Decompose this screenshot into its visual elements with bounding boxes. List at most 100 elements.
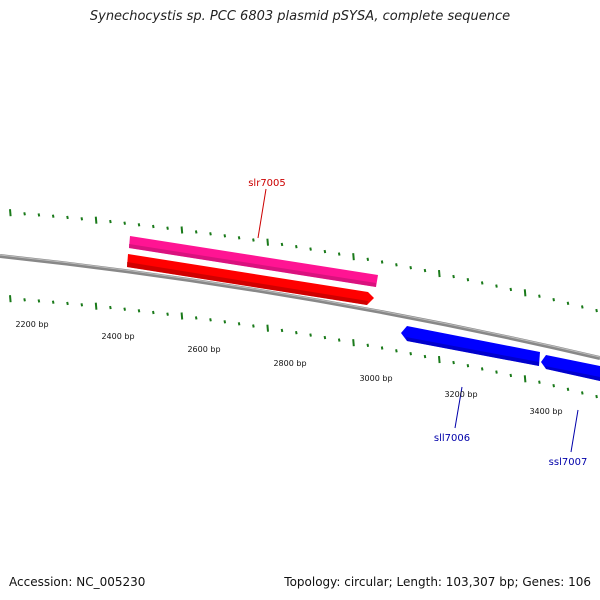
tick-minor — [552, 384, 555, 388]
tick-minor — [209, 318, 212, 322]
tick-minor — [566, 387, 570, 391]
tick-minor — [423, 268, 427, 273]
leader-line-ssl7007 — [570, 409, 579, 453]
tick-major — [180, 226, 184, 234]
tick-minor — [295, 245, 298, 249]
tick-minor — [509, 373, 513, 378]
tick-minor — [595, 308, 598, 313]
tick-minor — [423, 354, 427, 359]
tick-minor — [280, 242, 284, 247]
gene-feature-slr7005-shade — [127, 262, 368, 305]
tick-minor — [252, 238, 255, 242]
tick-minor — [495, 370, 498, 374]
tick-minor — [495, 284, 498, 288]
tick-minor — [66, 301, 69, 306]
position-label: 2800 bp — [273, 359, 306, 368]
position-label: 3200 bp — [444, 390, 477, 399]
tick-row-top — [9, 209, 598, 313]
leader-line-slr7005 — [257, 188, 267, 239]
tick-minor — [395, 349, 398, 353]
tick-minor — [51, 214, 55, 218]
tick-major — [523, 375, 527, 383]
position-label: 3400 bp — [529, 407, 562, 416]
tick-major — [352, 339, 355, 347]
tick-minor — [152, 224, 155, 229]
tick-minor — [137, 223, 141, 227]
tick-row-bottom — [9, 295, 598, 399]
tick-minor — [552, 298, 555, 302]
tick-minor — [237, 322, 241, 326]
tick-minor — [380, 346, 384, 350]
tick-minor — [581, 391, 584, 395]
tick-minor — [166, 226, 169, 230]
tick-minor — [337, 338, 341, 342]
tick-minor — [194, 230, 198, 234]
tick-minor — [466, 278, 470, 282]
tick-minor — [37, 213, 41, 217]
tick-minor — [581, 305, 584, 309]
leader-line-sll7006 — [454, 386, 463, 429]
tick-minor — [209, 232, 212, 236]
tick-minor — [538, 380, 541, 384]
tick-minor — [280, 328, 284, 333]
position-label: 2400 bp — [101, 332, 134, 341]
tick-minor — [480, 367, 484, 371]
tick-minor — [452, 274, 455, 279]
tick-minor — [109, 219, 112, 224]
tick-minor — [452, 360, 455, 365]
tick-minor — [137, 309, 141, 313]
tick-minor — [152, 310, 155, 315]
tick-major — [523, 289, 527, 297]
tick-minor — [380, 260, 384, 264]
gene-feature-sll7006-shade — [406, 337, 539, 366]
position-label: 3000 bp — [359, 374, 392, 383]
gene-label-ssl7007[interactable]: ssl7007 — [549, 457, 588, 468]
tick-minor — [323, 335, 327, 340]
tick-minor — [194, 316, 198, 320]
tick-minor — [237, 236, 241, 240]
tick-major — [94, 216, 98, 224]
tick-minor — [366, 257, 370, 261]
tick-minor — [23, 212, 26, 216]
tick-minor — [337, 252, 341, 256]
tick-major — [180, 312, 184, 320]
tick-major — [9, 209, 12, 217]
tick-major — [266, 324, 269, 332]
tick-minor — [309, 247, 312, 251]
tick-minor — [23, 298, 26, 302]
tick-minor — [223, 234, 227, 238]
tick-minor — [595, 394, 598, 399]
tick-minor — [223, 320, 227, 324]
tick-minor — [366, 343, 370, 347]
tick-major — [438, 356, 441, 364]
tick-minor — [480, 281, 484, 285]
tick-minor — [409, 266, 412, 270]
tick-minor — [395, 263, 398, 267]
tick-minor — [37, 299, 41, 303]
tick-major — [438, 270, 441, 278]
map-title: Synechocystis sp. PCC 6803 plasmid pSYSA… — [89, 9, 511, 24]
position-label: 2200 bp — [15, 320, 48, 329]
tick-minor — [509, 287, 513, 292]
tick-minor — [51, 300, 55, 304]
tick-minor — [66, 215, 69, 220]
tick-minor — [166, 312, 169, 316]
tick-major — [9, 295, 12, 303]
tick-minor — [323, 249, 327, 254]
plasmid-backbone-highlight — [0, 254, 600, 358]
tick-minor — [538, 294, 541, 298]
gene-label-sll7006[interactable]: sll7006 — [434, 433, 470, 444]
tick-major — [352, 253, 355, 261]
tick-minor — [309, 333, 312, 337]
tick-minor — [409, 352, 412, 356]
gene-label-slr7005[interactable]: slr7005 — [248, 178, 286, 189]
tick-minor — [123, 221, 126, 225]
tick-minor — [80, 217, 84, 221]
accession-text: Accession: NC_005230 — [9, 575, 146, 589]
tick-minor — [252, 324, 255, 328]
tick-major — [94, 302, 98, 310]
plasmid-backbone — [0, 254, 600, 360]
tick-minor — [566, 301, 570, 305]
tick-minor — [109, 305, 112, 310]
